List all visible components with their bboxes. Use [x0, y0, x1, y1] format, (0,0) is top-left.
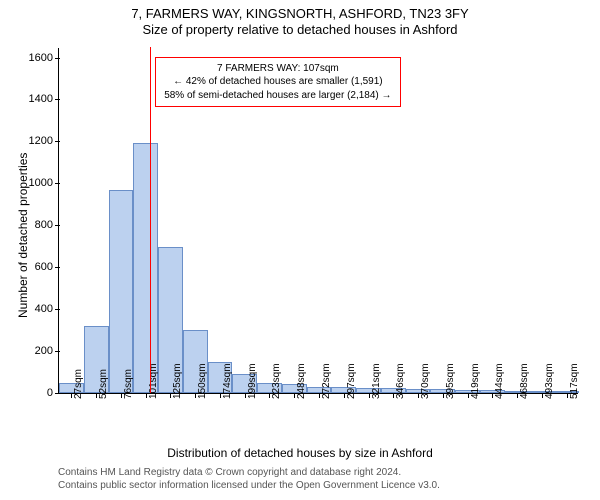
x-tick-label: 395sqm	[445, 363, 456, 399]
x-tick-mark	[542, 393, 543, 398]
x-tick-label: 223sqm	[271, 363, 282, 399]
x-tick-label: 346sqm	[395, 363, 406, 399]
chart-wrapper: 7, FARMERS WAY, KINGSNORTH, ASHFORD, TN2…	[0, 0, 600, 500]
x-tick-mark	[517, 393, 518, 398]
y-axis-label: Number of detached properties	[16, 152, 30, 317]
x-tick-mark	[96, 393, 97, 398]
x-tick-label: 419sqm	[470, 363, 481, 399]
y-tick: 800	[35, 219, 59, 231]
x-tick-label: 493sqm	[544, 363, 555, 399]
y-tick: 400	[35, 303, 59, 315]
x-tick-mark	[220, 393, 221, 398]
y-tick: 0	[47, 387, 59, 399]
y-tick: 1600	[29, 52, 59, 64]
x-tick-label: 27sqm	[73, 369, 84, 399]
x-tick-label: 174sqm	[222, 363, 233, 399]
title-line-2: Size of property relative to detached ho…	[0, 22, 600, 37]
callout-line-2: 58% of semi-detached houses are larger (…	[164, 89, 391, 103]
x-tick-mark	[567, 393, 568, 398]
x-tick-label: 297sqm	[346, 363, 357, 399]
x-tick-label: 468sqm	[519, 363, 530, 399]
y-tick: 200	[35, 345, 59, 357]
x-tick-mark	[146, 393, 147, 398]
x-tick-label: 321sqm	[371, 363, 382, 399]
x-tick-mark	[443, 393, 444, 398]
x-tick-label: 444sqm	[494, 363, 505, 399]
x-tick-label: 517sqm	[569, 363, 580, 399]
y-tick: 1400	[29, 93, 59, 105]
x-axis-label: Distribution of detached houses by size …	[0, 446, 600, 460]
x-tick-mark	[369, 393, 370, 398]
footer-attribution: Contains HM Land Registry data © Crown c…	[58, 466, 440, 492]
x-tick-label: 370sqm	[420, 363, 431, 399]
x-tick-mark	[468, 393, 469, 398]
x-tick-mark	[121, 393, 122, 398]
x-tick-mark	[344, 393, 345, 398]
footer-line-2: Contains public sector information licen…	[58, 479, 440, 492]
x-tick-label: 76sqm	[123, 369, 134, 399]
callout-box: 7 FARMERS WAY: 107sqm← 42% of detached h…	[155, 57, 400, 108]
x-tick-label: 125sqm	[172, 363, 183, 399]
reference-line	[150, 47, 151, 393]
x-tick-label: 52sqm	[98, 369, 109, 399]
footer-line-1: Contains HM Land Registry data © Crown c…	[58, 466, 440, 479]
x-tick-mark	[319, 393, 320, 398]
histogram-bar	[109, 190, 134, 393]
x-tick-label: 150sqm	[197, 363, 208, 399]
plot-area: 0200400600800100012001400160027sqm52sqm7…	[58, 48, 578, 394]
histogram-bar	[133, 143, 158, 393]
y-tick: 1200	[29, 135, 59, 147]
x-tick-label: 272sqm	[321, 363, 332, 399]
title-line-1: 7, FARMERS WAY, KINGSNORTH, ASHFORD, TN2…	[0, 6, 600, 21]
y-tick: 1000	[29, 177, 59, 189]
x-tick-mark	[418, 393, 419, 398]
callout-line-0: 7 FARMERS WAY: 107sqm	[164, 62, 391, 76]
x-tick-label: 199sqm	[247, 363, 258, 399]
callout-line-1: ← 42% of detached houses are smaller (1,…	[164, 75, 391, 89]
x-tick-mark	[245, 393, 246, 398]
x-tick-label: 248sqm	[296, 363, 307, 399]
y-tick: 600	[35, 261, 59, 273]
